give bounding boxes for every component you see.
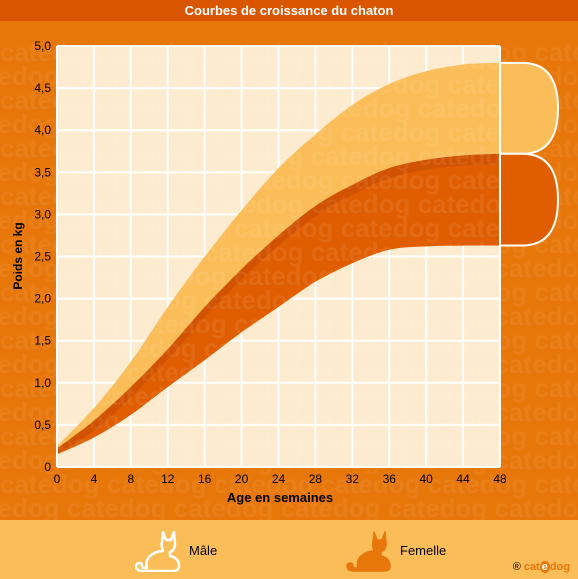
x-tick-label: 44: [456, 472, 470, 486]
x-tick-label: 8: [127, 472, 134, 486]
x-tick-label: 12: [161, 472, 175, 486]
plot-watermark-text: catedog catedog catedog catedog catedog: [0, 381, 517, 411]
cat-male-icon: [134, 530, 181, 572]
x-tick-label: 4: [91, 472, 98, 486]
plot-watermark-text: catedog catedog catedog catedog catedog: [20, 69, 547, 99]
watermark-text: catedog catedog catedog catedog catedog …: [0, 493, 578, 520]
y-tick-label: 0,5: [34, 418, 51, 432]
band-female-edge: [57, 153, 500, 455]
plot-watermark-text: catedog catedog catedog catedog catedog: [20, 453, 547, 483]
plot-watermark-text: catedog catedog catedog catedog catedog: [0, 189, 517, 219]
axes: [56, 46, 500, 468]
y-tick-labels: 0 0,5 1,0 1,5 2,0 2,5 3,0 3,5 4,0 4,5 5,0: [34, 39, 51, 474]
plot-watermark-text: catedog catedog catedog catedog catedog: [0, 237, 517, 267]
y-tick-label: 4,0: [34, 123, 51, 137]
plot-watermark-text: catedog catedog catedog catedog catedog: [0, 45, 517, 75]
band-end-caps: [499, 61, 560, 247]
y-tick-label: 0: [44, 460, 51, 474]
x-tick-label: 20: [235, 472, 249, 486]
plot-watermark-text: catedog catedog catedog catedog catedog: [0, 429, 517, 459]
watermark-text: catedog catedog catedog catedog catedog …: [0, 469, 578, 499]
title-bar: Courbes de croissance du chaton: [0, 0, 578, 21]
plot-watermark: catedog catedog catedog catedog catedog …: [0, 45, 547, 483]
x-tick-label: 32: [346, 472, 360, 486]
cat-female-icon: [346, 531, 391, 572]
legend-item-male: Mâle: [133, 528, 217, 572]
y-tick-label: 4,5: [34, 81, 51, 95]
y-tick-label: 1,0: [34, 376, 51, 390]
plot-watermark-text: catedog catedog catedog catedog catedog: [20, 405, 547, 435]
y-tick-label: 3,0: [34, 207, 51, 221]
x-tick-label: 36: [383, 472, 397, 486]
y-axis-label: Poids en kg: [11, 222, 25, 289]
growth-bands: [57, 62, 500, 455]
plot-watermark-text: catedog catedog catedog catedog catedog: [20, 165, 547, 195]
x-tick-label: 16: [198, 472, 212, 486]
plot-watermark-text: catedog catedog catedog catedog catedog: [20, 357, 547, 387]
cap-female: [499, 152, 560, 247]
legend-item-female: Femelle: [344, 528, 446, 572]
legend-footer: Mâle Femelle ® cat e dog: [0, 520, 578, 579]
brand-part-2: e: [539, 561, 550, 573]
brand-part-3: dog: [549, 561, 570, 573]
legend-label-female: Femelle: [400, 542, 447, 558]
x-tick-label: 24: [272, 472, 286, 486]
y-tick-label: 2,0: [34, 292, 51, 306]
x-tick-label: 40: [419, 472, 433, 486]
y-tick-label: 3,5: [34, 165, 51, 179]
plot-watermark-text: catedog catedog catedog catedog catedog: [0, 141, 517, 171]
plot-watermark-text: catedog catedog catedog catedog catedog: [20, 309, 547, 339]
chart-title: Courbes de croissance du chaton: [184, 3, 394, 18]
x-tick-label: 48: [493, 472, 507, 486]
x-tick-label: 28: [309, 472, 323, 486]
cap-male: [499, 61, 560, 155]
registered-mark: ®: [512, 561, 521, 573]
legend-label-male: Mâle: [189, 542, 218, 558]
plot-watermark-text: catedog catedog catedog catedog catedog: [0, 333, 517, 363]
plot-watermark-text: catedog catedog catedog catedog catedog: [20, 213, 547, 243]
plot-watermark-text: catedog catedog catedog catedog catedog: [20, 261, 547, 291]
plot-watermark-text: catedog catedog catedog catedog catedog: [0, 93, 517, 123]
y-tick-label: 5,0: [34, 39, 51, 53]
x-tick-label: 0: [54, 472, 61, 486]
plot-watermark-text: catedog catedog catedog catedog catedog: [20, 117, 547, 147]
x-tick-labels: 0 4 8 12 16 20 24 28 32 36 40 44 48: [54, 472, 507, 486]
y-tick-label: 2,5: [34, 250, 51, 264]
brand-logo: ® cat e dog: [513, 561, 570, 573]
x-axis-label: Age en semaines: [227, 490, 333, 505]
plot-watermark-text: catedog catedog catedog catedog catedog: [0, 285, 517, 315]
y-tick-label: 1,5: [34, 334, 51, 348]
growth-chart: catedog catedog catedog catedog catedog …: [0, 37, 578, 520]
brand-part-1: cat: [523, 561, 540, 573]
band-female: [57, 153, 500, 455]
